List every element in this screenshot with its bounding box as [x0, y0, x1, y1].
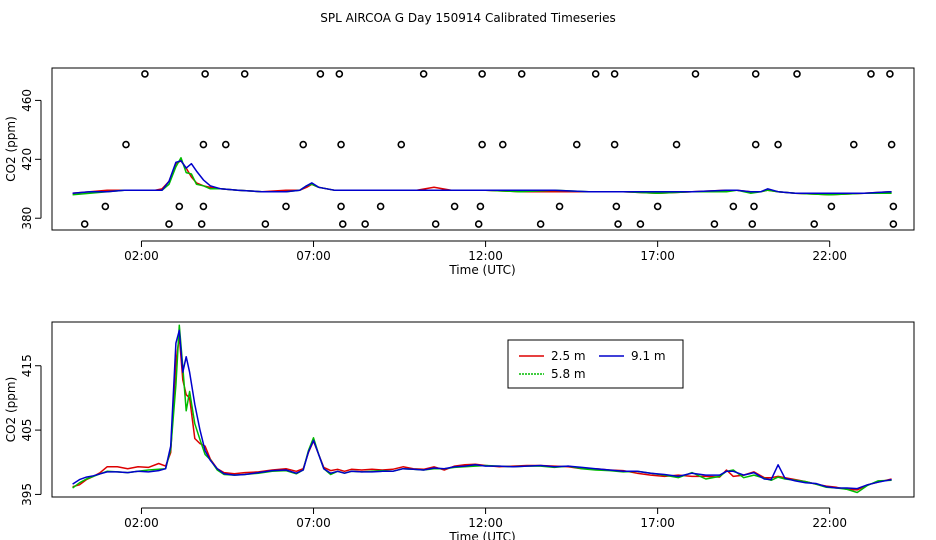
- data-point-marker: [614, 220, 622, 228]
- data-point-marker: [498, 140, 507, 149]
- data-point-marker: [316, 70, 325, 78]
- y-tick-label: 460: [20, 89, 34, 112]
- data-point-marker: [361, 220, 369, 228]
- data-point-marker: [889, 220, 898, 228]
- data-point-marker: [282, 202, 290, 211]
- data-point-marker: [751, 70, 760, 78]
- data-point-marker: [653, 202, 662, 211]
- data-point-marker: [610, 140, 619, 149]
- data-point-marker: [478, 70, 486, 78]
- series-line-9-1m: [72, 160, 892, 194]
- data-point-marker: [612, 202, 621, 211]
- data-point-marker: [748, 220, 757, 228]
- chart-title: SPL AIRCOA G Day 150914 Calibrated Times…: [320, 11, 615, 25]
- data-point-marker: [197, 220, 206, 228]
- data-point-marker: [889, 202, 898, 211]
- y-axis-label: CO2 (ppm): [4, 116, 18, 182]
- data-point-marker: [376, 202, 385, 211]
- data-point-marker: [474, 220, 483, 228]
- series-line-9-1m: [72, 329, 892, 490]
- data-point-marker: [338, 220, 347, 228]
- data-point-marker: [335, 70, 344, 78]
- data-point-marker: [175, 202, 184, 211]
- data-point-marker: [240, 70, 249, 78]
- y-tick-label: 420: [20, 148, 34, 171]
- legend-label-2-5m: 2.5 m: [551, 349, 586, 363]
- legend-label-5-8m: 5.8 m: [551, 367, 586, 381]
- x-tick-label: 12:00: [468, 249, 503, 263]
- x-axis-label: Time (UTC): [448, 530, 515, 540]
- series-line-2-5m: [72, 335, 892, 491]
- data-point-marker: [636, 220, 645, 228]
- x-tick-label: 07:00: [296, 249, 331, 263]
- data-point-marker: [337, 202, 345, 211]
- data-point-marker: [199, 140, 208, 149]
- data-point-marker: [729, 202, 738, 211]
- data-point-marker: [201, 70, 209, 78]
- data-point-marker: [101, 202, 110, 211]
- data-point-marker: [591, 70, 600, 78]
- data-point-marker: [122, 140, 130, 149]
- data-point-marker: [750, 202, 758, 211]
- data-point-marker: [165, 220, 173, 228]
- data-point-marker: [141, 70, 149, 78]
- y-tick-label: 395: [20, 483, 34, 506]
- data-point-marker: [774, 140, 782, 149]
- legend: 2.5 m 5.8 m 9.1 m: [507, 339, 684, 389]
- data-point-marker: [849, 140, 858, 149]
- data-point-marker: [691, 70, 700, 78]
- lower-panel: 02:00 07:00 12:00 17:00 22:00 Time (UTC) 395 40…: [4, 321, 915, 540]
- data-point-marker: [887, 140, 896, 149]
- data-point-marker: [751, 140, 760, 149]
- data-point-marker: [397, 140, 406, 149]
- x-axis-label: Time (UTC): [448, 263, 515, 277]
- data-point-marker: [419, 70, 428, 78]
- legend-label-9-1m: 9.1 m: [631, 349, 666, 363]
- data-point-marker: [431, 220, 440, 228]
- x-tick-label: 22:00: [812, 516, 847, 530]
- data-point-marker: [80, 220, 89, 228]
- x-tick-label: 22:00: [812, 249, 847, 263]
- upper-panel: 02:00 07:00 12:00 17:00 22:00 Time (UTC) 380 42…: [4, 67, 915, 277]
- data-point-marker: [827, 202, 836, 211]
- data-point-marker: [517, 70, 526, 78]
- data-point-marker: [810, 220, 819, 228]
- data-point-marker: [199, 202, 208, 211]
- data-point-marker: [672, 140, 681, 149]
- data-point-marker: [261, 220, 270, 228]
- x-tick-label: 17:00: [640, 516, 675, 530]
- plot-frame: [51, 67, 915, 231]
- y-axis-label: CO2 (ppm): [4, 377, 18, 443]
- data-point-marker: [536, 220, 545, 228]
- y-tick-label: 405: [20, 419, 34, 442]
- data-point-marker: [867, 70, 875, 78]
- plot-frame: [51, 321, 915, 498]
- data-point-marker: [476, 202, 485, 211]
- data-point-marker: [478, 140, 486, 149]
- data-point-marker: [221, 140, 230, 149]
- x-tick-label: 17:00: [640, 249, 675, 263]
- data-point-marker: [710, 220, 719, 228]
- data-point-marker: [450, 202, 459, 211]
- legend-box: [507, 339, 684, 389]
- x-tick-label: 02:00: [124, 516, 159, 530]
- data-point-marker: [555, 202, 564, 211]
- y-tick-label: 380: [20, 207, 34, 230]
- x-tick-label: 07:00: [296, 516, 331, 530]
- x-tick-label: 02:00: [124, 249, 159, 263]
- data-point-marker: [793, 70, 801, 78]
- y-tick-label: 415: [20, 354, 34, 377]
- data-point-marker: [337, 140, 345, 149]
- data-point-marker: [572, 140, 581, 149]
- data-point-marker: [299, 140, 308, 149]
- x-tick-label: 12:00: [468, 516, 503, 530]
- data-point-marker: [886, 70, 894, 78]
- data-point-marker: [610, 70, 619, 78]
